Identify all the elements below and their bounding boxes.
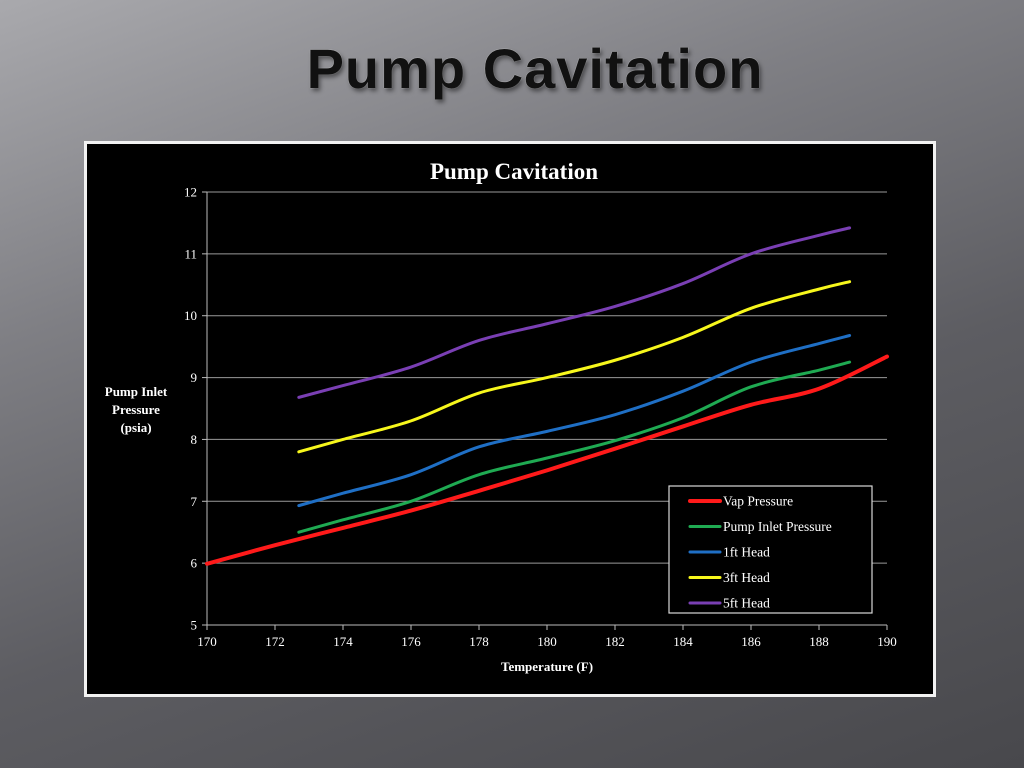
legend-box — [668, 485, 873, 614]
axes — [202, 191, 888, 630]
y-tick-label: 10 — [184, 308, 197, 323]
y-axis-title-line: (psia) — [120, 420, 151, 435]
x-tick-label: 188 — [809, 634, 829, 649]
line-chart: Pump Cavitation 5 6 7 8 9 10 11 12 170 172 174 176 1… — [105, 159, 897, 674]
slide-title: Pump Cavitation — [306, 37, 764, 100]
x-tick-label: 190 — [877, 634, 897, 649]
y-tick-label: 7 — [191, 494, 198, 509]
series-line-vap-pressure — [205, 354, 889, 566]
y-axis-title-line: Pressure — [112, 402, 160, 417]
x-tick-label: 184 — [673, 634, 693, 649]
series-line-5ft-head — [297, 226, 852, 399]
series-line-pump-inlet-pressure — [297, 360, 852, 534]
y-tick-label: 12 — [184, 185, 197, 200]
x-tick-label: 178 — [469, 634, 489, 649]
x-axis-title: Temperature (F) — [501, 659, 593, 674]
legend-label-vap-pressure: Vap Pressure — [723, 494, 793, 509]
series-line-1ft-head — [297, 334, 852, 508]
tick-labels: 5 6 7 8 9 10 11 12 170 172 174 176 178 180 182 184 186 18… — [184, 185, 897, 650]
x-tick-label: 182 — [605, 634, 625, 649]
x-tick-label: 180 — [537, 634, 557, 649]
chart-frame: Pump Cavitation 5 6 7 8 9 10 11 12 170 172 174 176 1… — [84, 141, 936, 697]
y-tick-label: 9 — [191, 370, 198, 385]
x-tick-label: 172 — [265, 634, 285, 649]
legend: Vap Pressure Pump Inlet Pressure 1ft Head 3… — [668, 485, 873, 614]
series-line-3ft-head — [297, 280, 852, 454]
y-tick-label: 6 — [191, 556, 198, 571]
y-tick-label: 8 — [191, 432, 198, 447]
y-tick-label: 11 — [184, 246, 197, 261]
legend-label-3ft-head: 3ft Head — [723, 570, 770, 585]
legend-label-5ft-head: 5ft Head — [723, 596, 770, 611]
y-axis-title-line: Pump Inlet — [105, 384, 168, 399]
chart-title: Pump Cavitation — [430, 159, 598, 184]
x-tick-label: 174 — [333, 634, 353, 649]
legend-label-pump-inlet-pressure: Pump Inlet Pressure — [723, 519, 832, 534]
x-tick-label: 186 — [741, 634, 761, 649]
x-tick-label: 176 — [401, 634, 421, 649]
gridlines — [207, 191, 887, 564]
y-tick-label: 5 — [191, 618, 198, 633]
legend-label-1ft-head: 1ft Head — [723, 545, 770, 560]
series-lines — [205, 226, 889, 566]
y-axis-title: Pump Inlet Pressure (psia) — [105, 384, 168, 435]
x-tick-label: 170 — [197, 634, 217, 649]
